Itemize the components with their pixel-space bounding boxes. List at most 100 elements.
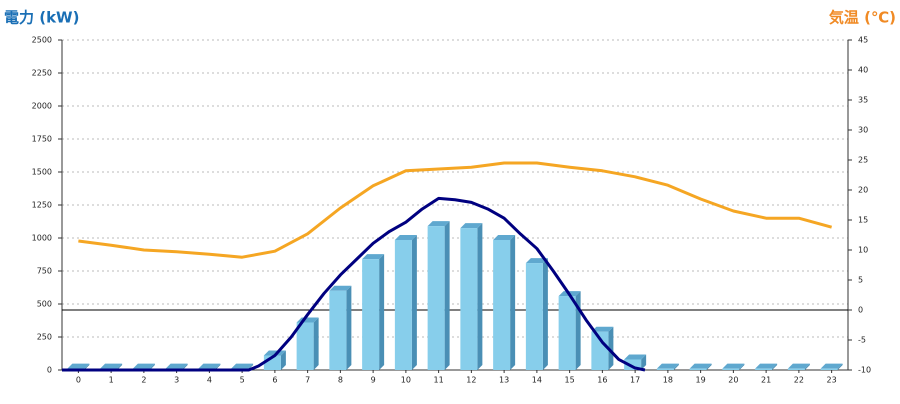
x-tick-label: 22 xyxy=(794,376,804,385)
bar-top xyxy=(362,254,385,260)
bar xyxy=(787,368,805,370)
x-tick-label: 19 xyxy=(696,376,706,385)
y-tick-label: 1250 xyxy=(32,201,52,210)
bar-top xyxy=(100,363,123,369)
bar-side xyxy=(182,363,188,370)
bar xyxy=(624,359,642,370)
bar-side xyxy=(739,363,745,370)
bar xyxy=(722,368,740,370)
x-tick-label: 12 xyxy=(466,376,476,385)
bar xyxy=(656,368,674,370)
bar-side xyxy=(641,354,647,370)
bar-top xyxy=(525,258,548,264)
bar-side xyxy=(215,363,221,370)
bar-side xyxy=(444,221,450,370)
x-tick-label: 20 xyxy=(728,376,738,385)
x-tick-label: 6 xyxy=(272,376,277,385)
x-tick-label: 0 xyxy=(76,376,81,385)
bar-top xyxy=(591,326,614,332)
x-tick-label: 10 xyxy=(401,376,411,385)
bar-side xyxy=(542,258,548,370)
x-tick-label: 16 xyxy=(597,376,607,385)
bar xyxy=(296,322,314,370)
bar-side xyxy=(706,363,712,370)
y2-tick-label: 35 xyxy=(858,96,868,105)
y-tick-label: 750 xyxy=(37,267,52,276)
bar-top xyxy=(624,354,647,360)
y-tick-label: 2000 xyxy=(32,102,52,111)
y2-tick-label: 5 xyxy=(858,276,863,285)
bar-top xyxy=(198,363,221,369)
bar-side xyxy=(477,223,483,370)
y2-tick-label: 30 xyxy=(858,126,868,135)
x-tick-label: 17 xyxy=(630,376,640,385)
bar-top xyxy=(67,363,90,369)
bar-top xyxy=(755,363,778,369)
line xyxy=(78,161,833,259)
x-tick-label: 8 xyxy=(338,376,343,385)
bar-side xyxy=(510,234,516,370)
bar-top xyxy=(231,363,254,369)
bar xyxy=(591,331,609,370)
y2-tick-label: -5 xyxy=(858,336,866,345)
y2-tick-label: 20 xyxy=(858,186,868,195)
y2-tick-label: 15 xyxy=(858,216,868,225)
bar-side xyxy=(84,363,90,370)
x-tick-label: 2 xyxy=(141,376,146,385)
bar xyxy=(820,368,838,370)
bar-side xyxy=(117,363,123,370)
bar xyxy=(460,228,478,370)
bar-top xyxy=(394,234,417,240)
y2-tick-label: 40 xyxy=(858,66,868,75)
y2-tick-label: 10 xyxy=(858,246,868,255)
x-tick-label: 18 xyxy=(663,376,673,385)
bar-top xyxy=(820,363,843,369)
x-tick-label: 5 xyxy=(240,376,245,385)
bar xyxy=(755,368,773,370)
x-tick-label: 4 xyxy=(207,376,212,385)
bar-top xyxy=(722,363,745,369)
bar-side xyxy=(313,317,319,370)
x-tick-label: 1 xyxy=(109,376,114,385)
bar xyxy=(394,239,412,370)
bar-top xyxy=(427,221,450,227)
bar-side xyxy=(837,363,843,370)
bar-top xyxy=(329,285,352,291)
bar-top xyxy=(132,363,155,369)
bar xyxy=(525,263,543,370)
bar xyxy=(558,296,576,370)
bar xyxy=(689,368,707,370)
bar xyxy=(329,290,347,370)
y-tick-label: 1000 xyxy=(32,234,52,243)
y2-tick-label: -10 xyxy=(858,366,871,375)
bar-side xyxy=(804,363,810,370)
y-tick-label: 0 xyxy=(47,366,52,375)
bar xyxy=(362,259,380,370)
y-tick-label: 250 xyxy=(37,333,52,342)
bar-side xyxy=(379,254,385,370)
x-tick-label: 15 xyxy=(565,376,575,385)
x-tick-label: 9 xyxy=(371,376,376,385)
bar-side xyxy=(280,350,286,370)
y-axis-title: 電力 (kW) xyxy=(4,9,79,27)
x-tick-label: 14 xyxy=(532,376,542,385)
bar-side xyxy=(673,363,679,370)
bar-top xyxy=(656,363,679,369)
bar-side xyxy=(346,285,352,370)
y2-axis-title: 気温 (℃) xyxy=(829,9,896,27)
x-tick-label: 23 xyxy=(827,376,837,385)
y-tick-label: 1750 xyxy=(32,135,52,144)
bar-top xyxy=(493,234,516,240)
x-tick-label: 21 xyxy=(761,376,771,385)
bar xyxy=(493,239,511,370)
y-tick-label: 500 xyxy=(37,300,52,309)
bar-top xyxy=(263,350,286,356)
bar-top xyxy=(689,363,712,369)
x-tick-label: 11 xyxy=(434,376,444,385)
x-tick-label: 13 xyxy=(499,376,509,385)
y-tick-label: 2250 xyxy=(32,69,52,78)
bar-side xyxy=(149,363,155,370)
y2-tick-label: 25 xyxy=(858,156,868,165)
y-tick-label: 2500 xyxy=(32,36,52,45)
